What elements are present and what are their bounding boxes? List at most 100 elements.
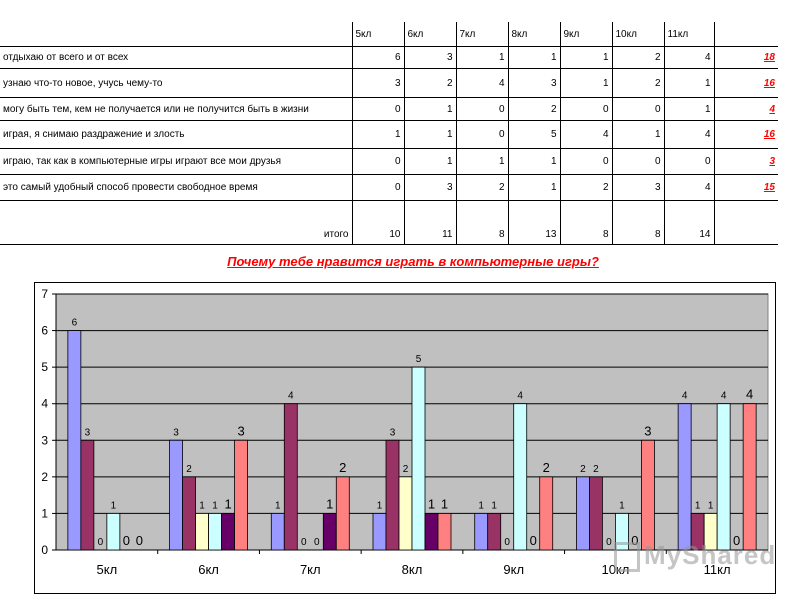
table-row: узнаю что-то новое, учусь чему-то 3 2 4 3 1 2 1… [0,68,778,98]
row-label: отдыхаю от всего и от всех [0,46,352,69]
bar [437,513,452,551]
table-cell: 1 [663,97,715,121]
y-tick-label: 0 [41,543,48,557]
y-tick-label: 4 [41,397,48,411]
data-label: 0 [123,533,130,548]
y-tick-label: 2 [41,470,48,484]
table-cell: 2 [559,174,612,201]
table-cell: 1 [403,120,456,149]
total-label: итого [0,200,352,245]
table-cell: 1 [455,148,508,175]
total-cell: 10 [351,200,404,245]
table-cell: 1 [559,46,612,69]
data-label: 3 [173,427,179,438]
row-label: могу быть тем, кем не получается или не … [0,97,352,121]
x-tick-label: 6кл [198,562,219,577]
data-label: 0 [98,537,104,548]
bar [270,513,285,551]
data-label: 4 [682,391,688,402]
bar [576,476,590,551]
data-label: 1 [199,500,205,511]
data-label: 2 [186,464,192,475]
table-cell: 0 [455,97,508,121]
table-cell: 3 [403,46,456,69]
table-cell: 1 [351,120,404,149]
table-cell: 2 [611,68,664,98]
bar [474,513,489,551]
column-header: 11кл [663,22,715,47]
table-cell: 0 [351,148,404,175]
table-header-empty [0,22,352,47]
x-tick-label: 9кл [503,562,524,577]
table-row: это самый удобный способ провести свобод… [0,174,778,201]
table-cell: 0 [351,97,404,121]
x-tick-label: 8кл [402,562,423,577]
table-cell: 2 [507,97,560,121]
row-label: узнаю что-то новое, учусь чему-то [0,68,352,98]
total-cell: 8 [559,200,612,245]
column-header: 6кл [403,22,456,47]
table-cell: 6 [351,46,404,69]
table-cell: 1 [663,68,715,98]
data-label: 3 [85,427,91,438]
data-label: 3 [390,427,396,438]
table-cell: 1 [455,46,508,69]
y-tick-label: 1 [41,506,48,520]
data-label: 2 [403,464,409,475]
table-cell: 4 [663,46,715,69]
data-label: 4 [721,391,727,402]
table-cell: 1 [507,148,560,175]
data-label: 4 [746,387,753,402]
bar [106,513,121,551]
bar [716,403,731,551]
bar [372,513,387,551]
data-label: 2 [580,464,586,475]
table-header-row: 5кл 6кл 7кл 8кл 9кл 10кл 11кл [0,22,778,47]
column-header: 9кл [559,22,612,47]
row-total: 15 [714,174,778,201]
data-label: 1 [708,500,714,511]
bar [234,439,248,551]
bar [195,513,209,551]
bar [539,476,554,551]
bar [398,476,413,551]
table-cell: 1 [611,120,664,149]
data-label: 2 [543,460,550,475]
table-cell: 4 [455,68,508,98]
watermark-text: MyShared [644,540,777,570]
row-total: 4 [714,97,778,121]
data-label: 0 [314,537,320,548]
y-tick-label: 7 [41,287,48,301]
row-total: 16 [714,68,778,98]
table-cell: 0 [611,148,664,175]
bar [322,513,337,551]
data-label: 0 [530,533,537,548]
table-cell: 1 [403,97,456,121]
x-tick-label: 5кл [97,562,118,577]
bar [589,476,603,551]
bar [283,403,298,551]
column-header: 8кл [507,22,560,47]
table-cell: 0 [559,148,612,175]
bar [641,439,655,551]
data-label: 3 [644,423,651,438]
bar [411,366,426,551]
row-label: играя, я снимаю раздражение и злость [0,120,352,149]
data-label: 1 [441,496,448,511]
total-empty [714,200,778,245]
data-label: 1 [478,500,484,511]
row-label: это самый удобный способ провести свобод… [0,174,352,201]
table-cell: 5 [507,120,560,149]
data-label: 1 [491,500,497,511]
bar [335,476,350,551]
watermark-logo-icon [614,542,640,573]
bar [385,439,400,551]
table-cell: 4 [663,120,715,149]
data-label: 2 [593,464,599,475]
data-label: 6 [72,318,78,329]
y-tick-label: 6 [41,324,48,338]
total-cell: 11 [403,200,456,245]
bar [424,513,439,551]
data-label: 1 [212,500,218,511]
